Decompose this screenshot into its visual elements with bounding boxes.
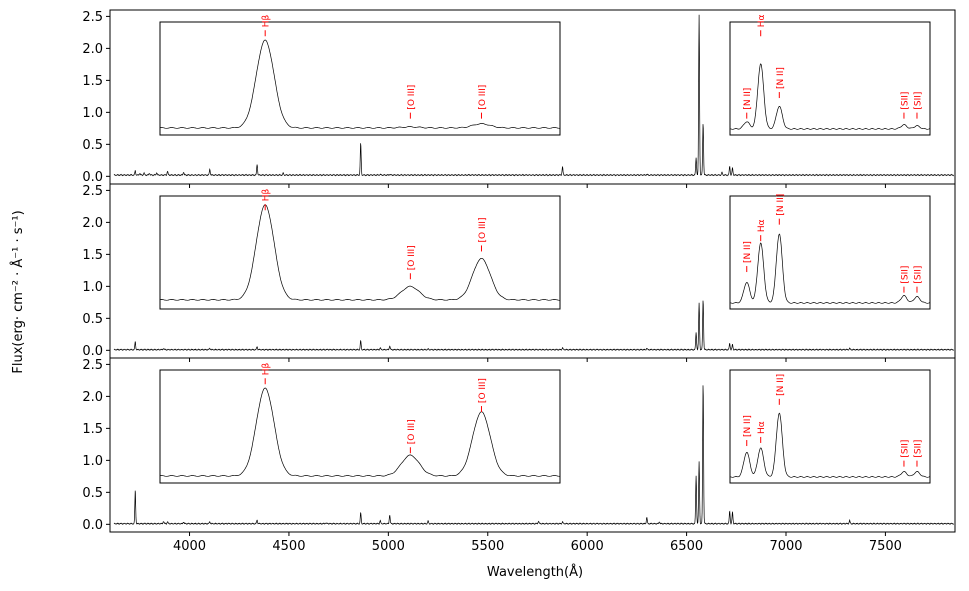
x-tick-label: 7000 xyxy=(769,539,802,554)
y-tick-label: 1.5 xyxy=(82,248,103,263)
inset-line-label: [O III] xyxy=(407,85,417,110)
inset-line-label: [N II] xyxy=(743,88,753,110)
panel-middle: 0.0 0.5 1.0 1.5 2.0 2.5 Hβ [O III] [O III] [N II]… xyxy=(82,183,956,362)
y-tick-label: 0.0 xyxy=(82,344,103,359)
inset-spectrum-line xyxy=(159,204,561,301)
y-axis-label: Flux(erg· cm⁻² · Å⁻¹ · s⁻¹) xyxy=(10,210,26,373)
inset-frame xyxy=(729,195,931,310)
spectrum-line xyxy=(113,14,954,177)
y-tick-label: 0.0 xyxy=(82,518,103,533)
spectrum-line xyxy=(113,385,954,526)
x-axis-label: Wavelength(Å) xyxy=(487,564,583,580)
y-tick-label: 2.5 xyxy=(82,358,103,373)
inset-line-label: [O III] xyxy=(407,419,417,444)
inset-line-label: [O III] xyxy=(478,85,488,110)
y-tick-label: 1.0 xyxy=(82,280,103,295)
inset-left: Hβ [O III] [O III] xyxy=(159,188,561,310)
inset-line-label: Hα xyxy=(757,421,767,434)
inset-line-label: [O III] xyxy=(407,245,417,270)
spectrum-line xyxy=(113,300,954,352)
panel-top: 0.0 0.5 1.0 1.5 2.0 2.5 Hβ [O III] [O III] [N II]… xyxy=(82,9,956,188)
y-tick-label: 0.5 xyxy=(82,312,103,327)
x-tick-label: 5000 xyxy=(372,539,405,554)
inset-right: [N II] Hα [N II] [SII][SII] xyxy=(729,369,931,484)
x-tick-label: 4500 xyxy=(272,539,305,554)
inset-spectrum-line xyxy=(159,39,560,129)
inset-right: [N II] Hα [N II] [SII][SII] xyxy=(729,14,931,136)
y-tick-label: 1.5 xyxy=(82,74,103,89)
y-tick-label: 2.0 xyxy=(82,390,103,405)
inset-frame xyxy=(159,369,561,484)
x-tick-label: 5500 xyxy=(471,539,504,554)
inset-line-label: [N II] xyxy=(776,194,786,216)
inset-line-label: [SII] xyxy=(900,266,910,284)
x-tick-label: 6500 xyxy=(670,539,703,554)
inset-line-label: [N II] xyxy=(776,374,786,396)
inset-line-label: [SII] xyxy=(913,440,923,458)
inset-frame xyxy=(729,21,931,136)
x-tick-label: 4000 xyxy=(173,539,206,554)
y-tick-label: 1.0 xyxy=(82,106,103,121)
y-tick-label: 2.0 xyxy=(82,42,103,57)
y-tick-label: 0.0 xyxy=(82,170,103,185)
inset-spectrum-line xyxy=(729,233,931,304)
y-tick-label: 1.0 xyxy=(82,454,103,469)
inset-spectrum-line xyxy=(729,412,931,478)
y-tick-label: 0.5 xyxy=(82,486,103,501)
y-tick-label: 1.5 xyxy=(82,422,103,437)
y-tick-label: 2.5 xyxy=(82,10,103,25)
y-tick-label: 2.0 xyxy=(82,216,103,231)
panels-group: 0.0 0.5 1.0 1.5 2.0 2.5 Hβ [O III] [O III] [N II]… xyxy=(82,9,956,554)
x-tick-label: 7500 xyxy=(869,539,902,554)
inset-left: Hβ [O III] [O III] xyxy=(159,362,561,484)
inset-line-label: [N II] xyxy=(743,415,753,437)
inset-line-label: Hα xyxy=(757,219,767,232)
x-tick-label: 6000 xyxy=(571,539,604,554)
panel-bottom: 0.0 0.5 1.0 1.5 2.0 2.5 4000 4500 5000 5500 6000 65… xyxy=(82,357,956,554)
panel-frame xyxy=(109,357,956,533)
inset-left: Hβ [O III] [O III] xyxy=(159,14,561,136)
inset-frame xyxy=(729,369,931,484)
inset-spectrum-line xyxy=(159,387,560,477)
inset-line-label: [O III] xyxy=(478,218,488,243)
inset-line-label: [O III] xyxy=(478,378,488,403)
inset-frame xyxy=(159,21,561,136)
y-tick-label: 2.5 xyxy=(82,184,103,199)
inset-line-label: Hβ xyxy=(262,188,272,201)
inset-spectrum-line xyxy=(729,63,931,130)
inset-line-label: [SII] xyxy=(900,92,910,110)
inset-line-label: [N II] xyxy=(776,67,786,89)
inset-line-label: [SII] xyxy=(900,440,910,458)
inset-line-label: [SII] xyxy=(913,92,923,110)
inset-right: [N II] Hα [N II] [SII][SII] xyxy=(729,194,931,310)
y-tick-label: 0.5 xyxy=(82,138,103,153)
inset-line-label: Hβ xyxy=(262,362,272,375)
inset-line-label: [SII] xyxy=(913,266,923,284)
inset-frame xyxy=(159,195,561,310)
inset-line-label: [N II] xyxy=(743,241,753,263)
inset-line-label: Hα xyxy=(757,14,767,27)
inset-line-label: Hβ xyxy=(262,14,272,27)
